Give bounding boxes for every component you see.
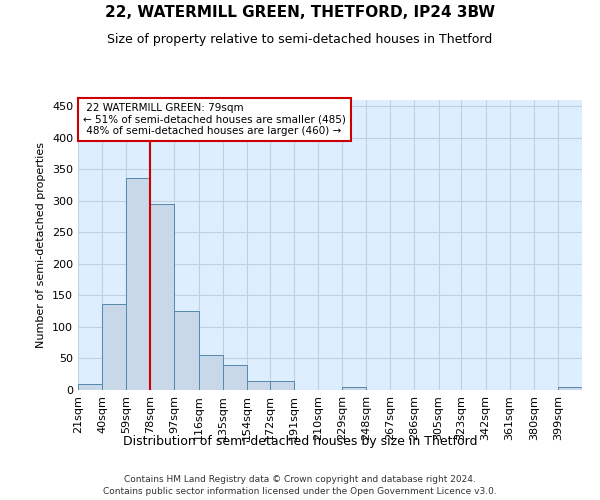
- Bar: [175, 311, 199, 390]
- Text: Distribution of semi-detached houses by size in Thetford: Distribution of semi-detached houses by …: [123, 435, 477, 448]
- Bar: [102, 304, 126, 390]
- Bar: [247, 380, 271, 390]
- Text: Size of property relative to semi-detached houses in Thetford: Size of property relative to semi-detach…: [107, 32, 493, 46]
- Text: 22, WATERMILL GREEN, THETFORD, IP24 3BW: 22, WATERMILL GREEN, THETFORD, IP24 3BW: [105, 5, 495, 20]
- Y-axis label: Number of semi-detached properties: Number of semi-detached properties: [37, 142, 46, 348]
- Text: 22 WATERMILL GREEN: 79sqm
← 51% of semi-detached houses are smaller (485)
 48% o: 22 WATERMILL GREEN: 79sqm ← 51% of semi-…: [83, 103, 346, 136]
- Bar: [558, 387, 582, 390]
- Bar: [151, 204, 175, 390]
- Bar: [78, 384, 102, 390]
- Bar: [342, 387, 366, 390]
- Bar: [223, 365, 247, 390]
- Text: Contains HM Land Registry data © Crown copyright and database right 2024.: Contains HM Land Registry data © Crown c…: [124, 475, 476, 484]
- Bar: [126, 178, 151, 390]
- Bar: [269, 380, 294, 390]
- Text: Contains public sector information licensed under the Open Government Licence v3: Contains public sector information licen…: [103, 488, 497, 496]
- Bar: [199, 356, 223, 390]
